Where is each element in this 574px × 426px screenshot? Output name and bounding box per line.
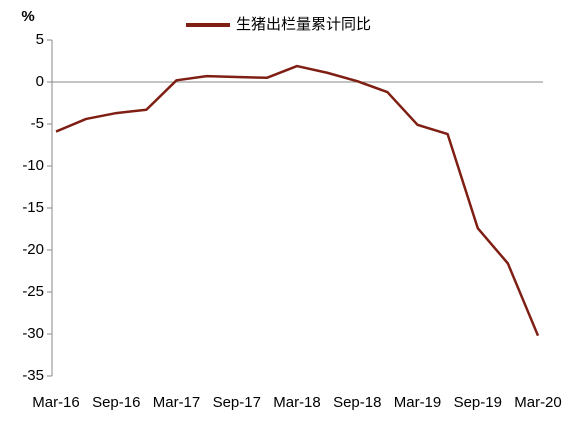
x-tick-label: Sep-19 [454,394,502,411]
y-axis-label: % [21,8,34,25]
y-tick-label: -20 [22,241,44,258]
legend-label: 生猪出栏量累计同比 [236,16,371,33]
x-tick-label: Mar-17 [153,394,201,411]
x-tick-label: Mar-18 [273,394,321,411]
y-tick-label: -35 [22,367,44,384]
data-line [55,64,540,337]
x-tick-label: Sep-17 [213,394,261,411]
y-tick-label: 0 [36,73,44,90]
x-tick-label: Mar-16 [32,394,80,411]
y-tick-label: -25 [22,283,44,300]
x-tick-label: Mar-19 [394,394,442,411]
x-tick-label: Sep-16 [92,394,140,411]
y-tick-label: -5 [31,115,44,132]
x-tick-label: Mar-20 [514,394,562,411]
x-tick-label: Sep-18 [333,394,381,411]
y-tick-label: -10 [22,157,44,174]
y-tick-label: -15 [22,199,44,216]
y-tick-label: 5 [36,31,44,48]
y-tick-label: -30 [22,325,44,342]
